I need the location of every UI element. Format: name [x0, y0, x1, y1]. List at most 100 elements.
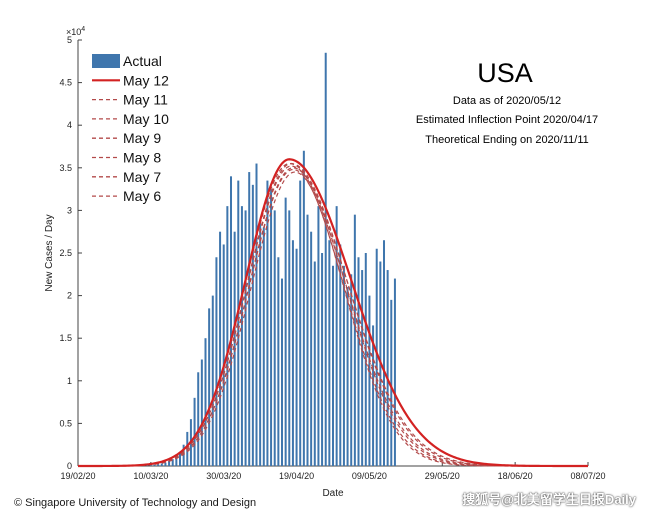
actual-bar — [273, 210, 276, 466]
x-tick-label: 30/03/20 — [206, 471, 241, 481]
actual-bar — [178, 453, 182, 466]
actual-bar — [259, 223, 262, 466]
actual-bar — [302, 150, 305, 466]
actual-bar — [146, 465, 149, 466]
actual-bar — [157, 464, 160, 466]
actual-bar — [171, 459, 174, 466]
y-tick-label: 1.5 — [59, 333, 72, 343]
x-tick-label: 19/02/20 — [60, 471, 95, 481]
actual-bar — [321, 253, 324, 466]
actual-bar — [204, 338, 207, 466]
actual-bar — [350, 274, 353, 466]
actual-bar — [382, 240, 386, 466]
y-tick-label: 5 — [67, 35, 72, 45]
actual-bar — [331, 265, 335, 466]
y-tick-label: 3.5 — [59, 163, 72, 173]
actual-bar — [339, 244, 342, 466]
actual-bar — [270, 189, 273, 466]
actual-bar — [244, 210, 247, 466]
chart-title: USA — [477, 58, 533, 88]
y-tick-label: 0.5 — [59, 418, 72, 428]
x-tick-label: 19/04/20 — [279, 471, 314, 481]
actual-bar — [182, 444, 185, 466]
actual-bar — [153, 464, 156, 466]
actual-bar — [186, 431, 189, 466]
actual-bar — [240, 206, 243, 466]
legend-label-may-10: May 10 — [123, 111, 169, 127]
actual-bar — [208, 308, 211, 466]
x-axis-label: Date — [322, 488, 344, 499]
actual-bar — [168, 460, 171, 466]
actual-bar — [229, 176, 233, 466]
actual-bar — [324, 52, 327, 466]
actual-bar — [280, 278, 284, 466]
actual-bar — [255, 163, 258, 467]
actual-bar — [299, 180, 302, 466]
x-tick-label: 10/03/20 — [133, 471, 168, 481]
y-tick-label: 4 — [67, 120, 72, 130]
subtitle-data-date: Data as of 2020/05/12 — [453, 95, 561, 107]
actual-bar — [317, 206, 320, 466]
actual-bar — [164, 462, 167, 466]
y-axis-label: New Cases / Day — [44, 214, 55, 291]
actual-bar — [277, 257, 280, 466]
actual-bar — [357, 257, 360, 466]
actual-bar — [310, 231, 313, 466]
x-tick-label: 09/05/20 — [352, 471, 387, 481]
actual-bar — [211, 295, 214, 466]
actual-bar — [335, 206, 338, 466]
actual-bar — [393, 278, 396, 466]
actual-bar — [386, 270, 389, 466]
actual-bar — [215, 257, 218, 466]
y-tick-label: 0 — [67, 461, 72, 471]
actual-bar — [251, 184, 254, 466]
actual-bar — [306, 214, 309, 466]
y-tick-label: 4.5 — [59, 78, 72, 88]
actual-bar — [295, 248, 298, 466]
actual-bar — [346, 287, 349, 466]
actual-bar — [219, 231, 222, 466]
actual-bar — [368, 295, 371, 466]
subtitle-ending: Theoretical Ending on 2020/11/11 — [425, 134, 589, 146]
credit-left: © Singapore University of Technology and… — [14, 497, 257, 509]
y-tick-label: 1 — [67, 376, 72, 386]
legend-label-may-9: May 9 — [123, 130, 161, 146]
actual-bar — [149, 465, 152, 466]
y-tick-label: 2.5 — [59, 248, 72, 258]
actual-bar — [291, 240, 294, 466]
actual-bar — [361, 270, 364, 466]
actual-bar — [222, 244, 225, 466]
actual-bar — [313, 261, 316, 466]
actual-bar — [262, 227, 265, 466]
legend-swatch-actual — [92, 54, 120, 68]
actual-bar — [372, 325, 375, 466]
legend-label-may-7: May 7 — [123, 169, 161, 185]
fit-line-may-12 — [78, 158, 588, 468]
actual-bar — [237, 180, 240, 466]
x-tick-label: 29/05/20 — [425, 471, 460, 481]
actual-bar — [342, 265, 345, 466]
actual-bar — [248, 172, 251, 466]
legend-label-may-8: May 8 — [123, 150, 161, 166]
y-tick-label: 2 — [67, 291, 72, 301]
actual-bar — [328, 240, 331, 466]
actual-bar — [266, 180, 269, 466]
actual-bar — [353, 214, 356, 466]
actual-bar — [288, 210, 291, 466]
y-tick-label: 3 — [67, 205, 72, 215]
actual-bar — [175, 457, 178, 466]
y-multiplier: ×104 — [66, 26, 85, 37]
x-tick-label: 18/06/20 — [498, 471, 533, 481]
actual-bar — [200, 359, 203, 466]
subtitle-inflection: Estimated Inflection Point 2020/04/17 — [416, 114, 598, 126]
x-tick-label: 08/07/20 — [570, 471, 605, 481]
actual-bar — [160, 463, 163, 466]
legend-label-may-11: May 11 — [123, 92, 168, 108]
credit-watermark: 搜狐号@北美留学生日报Daily — [462, 492, 636, 507]
actual-bar — [375, 248, 378, 466]
actual-bar — [193, 397, 196, 466]
actual-bar — [233, 231, 236, 466]
legend-label-may-12: May 12 — [123, 72, 169, 88]
actual-bar — [390, 299, 393, 466]
